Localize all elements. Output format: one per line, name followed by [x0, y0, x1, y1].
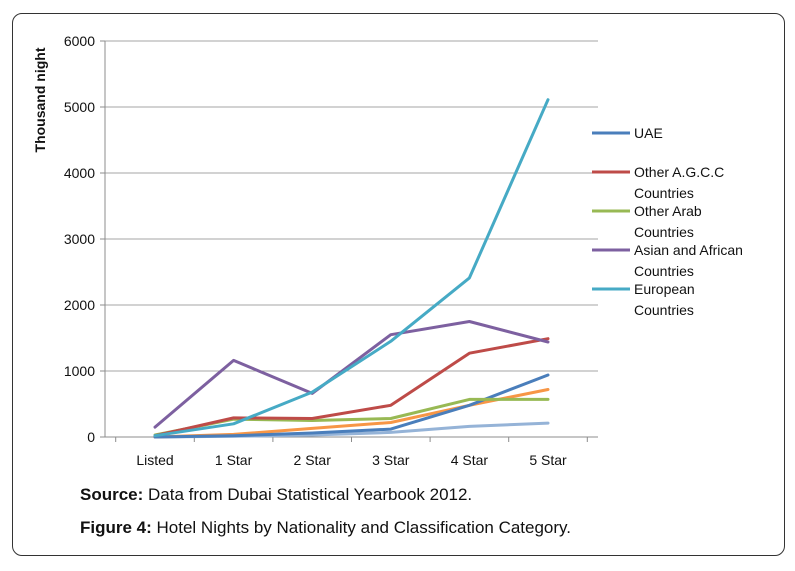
legend-label: European — [634, 281, 695, 297]
source-text: Data from Dubai Statistical Yearbook 201… — [143, 485, 473, 504]
source-label: Source: — [80, 485, 144, 504]
legend-label: Countries — [634, 263, 694, 279]
legend-label: Countries — [634, 224, 694, 240]
y-tick-label: 0 — [87, 429, 95, 445]
y-tick-label: 1000 — [64, 363, 95, 379]
figure-text: Hotel Nights by Nationality and Classifi… — [151, 518, 572, 537]
y-tick-label: 3000 — [64, 231, 95, 247]
series-lines — [153, 98, 550, 439]
y-tick-labels: 0 1000 2000 3000 4000 5000 6000 — [64, 33, 95, 445]
legend-label: Asian and African — [634, 242, 743, 258]
legend-label: Other A.G.C.C — [634, 164, 724, 180]
y-tick-label: 2000 — [64, 297, 95, 313]
x-tick-label: 5 Star — [529, 452, 567, 468]
series-line — [153, 320, 550, 429]
gridlines — [100, 40, 598, 438]
x-tick-label: 4 Star — [451, 452, 489, 468]
figure-frame — [12, 13, 785, 556]
legend-label: Countries — [634, 185, 694, 201]
x-tick-label: 2 Star — [294, 452, 332, 468]
axes — [104, 41, 598, 442]
x-tick-labels: Listed 1 Star 2 Star 3 Star 4 Star 5 Star — [136, 452, 567, 468]
series-line — [153, 337, 550, 438]
figure-caption: Figure 4: Hotel Nights by Nationality an… — [80, 518, 571, 538]
series-line — [153, 98, 550, 438]
legend-label: Countries — [634, 302, 694, 318]
legend: UAE Other A.G.C.C Countries Other Arab Count… — [592, 125, 743, 318]
y-tick-label: 4000 — [64, 165, 95, 181]
x-tick-label: Listed — [136, 452, 173, 468]
legend-label: UAE — [634, 125, 663, 141]
legend-label: Other Arab — [634, 203, 702, 219]
x-tick-label: 3 Star — [372, 452, 410, 468]
y-axis-label: Thousand night — [32, 47, 48, 152]
y-tick-label: 6000 — [64, 33, 95, 49]
source-caption: Source: Data from Dubai Statistical Year… — [80, 485, 472, 505]
figure-label: Figure 4: — [80, 518, 152, 537]
x-tick-label: 1 Star — [215, 452, 253, 468]
y-tick-label: 5000 — [64, 99, 95, 115]
